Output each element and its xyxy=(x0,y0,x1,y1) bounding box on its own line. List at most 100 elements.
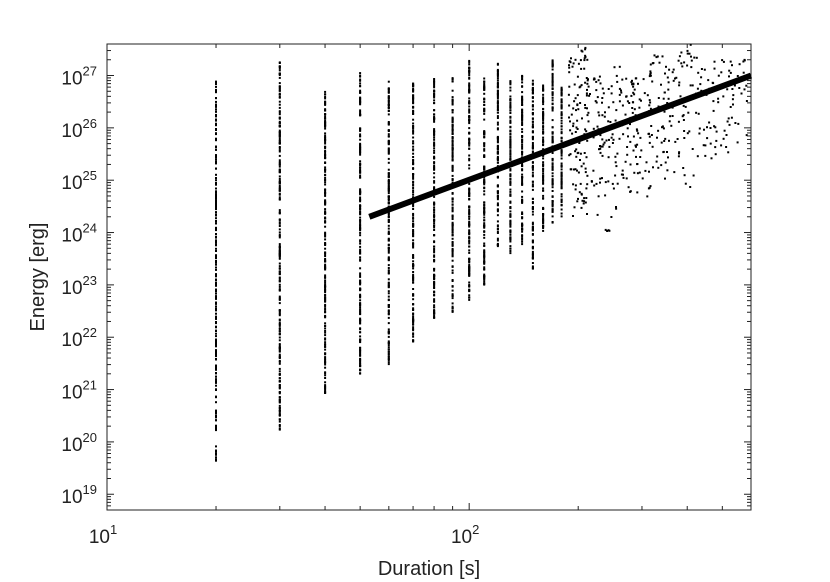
data-point xyxy=(717,97,720,100)
data-point xyxy=(324,194,327,197)
data-point xyxy=(451,152,454,155)
data-point xyxy=(468,229,471,232)
data-point xyxy=(215,456,217,459)
data-point xyxy=(649,63,652,66)
data-point xyxy=(671,115,674,117)
data-point xyxy=(412,181,415,184)
data-point xyxy=(496,75,499,77)
data-point xyxy=(359,248,362,251)
tick-base: 10 xyxy=(61,487,82,508)
data-point xyxy=(551,201,554,204)
data-point xyxy=(324,283,327,286)
data-point xyxy=(509,126,512,129)
data-point xyxy=(387,101,390,104)
data-point xyxy=(387,353,390,356)
data-point xyxy=(661,125,664,128)
data-point xyxy=(624,113,627,116)
data-point xyxy=(573,168,575,171)
data-point xyxy=(631,79,633,82)
data-point xyxy=(683,130,686,132)
data-point xyxy=(671,71,674,74)
data-point xyxy=(521,183,524,186)
data-point xyxy=(387,157,390,160)
data-point xyxy=(433,260,436,263)
tick-base: 10 xyxy=(451,527,472,548)
data-point xyxy=(324,122,327,125)
data-point xyxy=(483,143,486,146)
data-point xyxy=(324,390,327,392)
data-point xyxy=(601,114,604,117)
data-point xyxy=(278,328,281,330)
data-point xyxy=(576,200,579,203)
data-point xyxy=(521,175,524,178)
data-point xyxy=(483,176,486,179)
data-point xyxy=(483,178,486,181)
data-point xyxy=(677,59,680,62)
data-point xyxy=(551,180,554,183)
data-point xyxy=(451,293,454,296)
data-point xyxy=(648,141,651,144)
data-point xyxy=(625,77,628,80)
data-point xyxy=(387,110,390,112)
data-point xyxy=(468,91,471,94)
data-point xyxy=(577,62,580,65)
data-point xyxy=(483,82,486,85)
data-point xyxy=(715,139,718,142)
data-point xyxy=(483,249,486,252)
data-point xyxy=(652,166,654,169)
data-point xyxy=(573,100,576,103)
data-point xyxy=(359,338,362,341)
data-point xyxy=(662,97,665,100)
data-point xyxy=(278,302,281,305)
data-point xyxy=(433,219,436,222)
data-point xyxy=(584,81,587,84)
data-point xyxy=(451,103,454,106)
data-point xyxy=(468,233,471,236)
data-point xyxy=(496,194,499,197)
data-point xyxy=(412,315,415,318)
data-point xyxy=(433,84,436,87)
data-point xyxy=(359,365,362,368)
data-point xyxy=(496,127,499,130)
data-point xyxy=(542,163,545,166)
data-point xyxy=(714,126,717,129)
data-point xyxy=(584,46,587,49)
data-point xyxy=(468,120,471,123)
data-point xyxy=(324,125,327,128)
data-point xyxy=(618,100,621,103)
data-point xyxy=(586,82,589,85)
data-point xyxy=(483,154,486,157)
data-point xyxy=(324,308,327,311)
data-point xyxy=(278,367,281,370)
data-point xyxy=(686,52,689,55)
data-point xyxy=(578,191,581,194)
data-point xyxy=(656,136,658,139)
data-point xyxy=(278,280,281,283)
data-point xyxy=(531,239,534,242)
data-point xyxy=(607,120,610,123)
data-point xyxy=(568,60,571,63)
data-point xyxy=(324,132,327,135)
data-point xyxy=(586,114,589,117)
data-point xyxy=(616,80,619,83)
data-point xyxy=(359,359,362,362)
data-point xyxy=(412,110,415,113)
data-point xyxy=(595,182,598,185)
data-point xyxy=(496,184,499,187)
data-point xyxy=(324,119,327,122)
data-point xyxy=(607,156,610,159)
data-point xyxy=(585,197,588,199)
data-point xyxy=(483,135,486,138)
data-point xyxy=(387,357,390,360)
data-point xyxy=(278,139,281,142)
data-point xyxy=(657,166,660,169)
data-point xyxy=(551,190,554,192)
data-point xyxy=(621,104,624,107)
data-point xyxy=(451,117,454,120)
data-point xyxy=(598,75,601,78)
data-point xyxy=(731,98,734,101)
data-point xyxy=(698,127,701,130)
data-point xyxy=(531,207,534,210)
data-point xyxy=(551,84,554,87)
data-point xyxy=(359,221,362,224)
